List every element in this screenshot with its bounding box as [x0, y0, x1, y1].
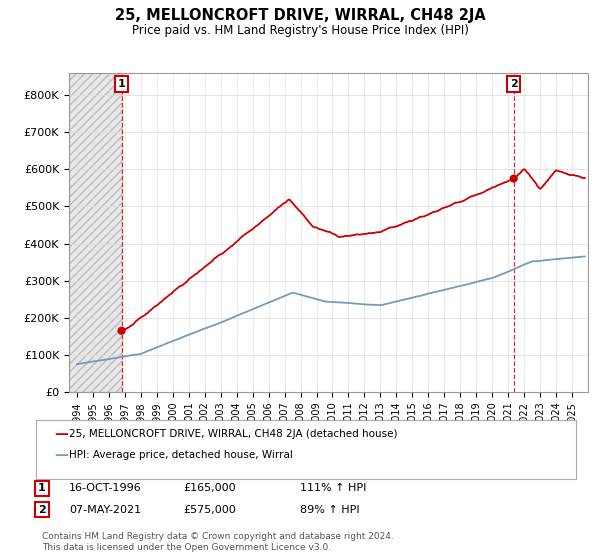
Text: 111% ↑ HPI: 111% ↑ HPI — [300, 483, 367, 493]
Text: £165,000: £165,000 — [183, 483, 236, 493]
Point — [509, 174, 518, 183]
Text: 07-MAY-2021: 07-MAY-2021 — [69, 505, 141, 515]
Text: 89% ↑ HPI: 89% ↑ HPI — [300, 505, 359, 515]
Text: 25, MELLONCROFT DRIVE, WIRRAL, CH48 2JA: 25, MELLONCROFT DRIVE, WIRRAL, CH48 2JA — [115, 8, 485, 24]
Text: £575,000: £575,000 — [183, 505, 236, 515]
Text: Contains HM Land Registry data © Crown copyright and database right 2024.
This d: Contains HM Land Registry data © Crown c… — [42, 532, 394, 552]
Bar — [69, 73, 122, 392]
Text: 2: 2 — [510, 79, 518, 89]
Text: —: — — [54, 427, 68, 441]
Bar — [69, 73, 122, 392]
Text: Price paid vs. HM Land Registry's House Price Index (HPI): Price paid vs. HM Land Registry's House … — [131, 24, 469, 36]
Text: 2: 2 — [38, 505, 46, 515]
Point — [117, 326, 127, 335]
Text: 16-OCT-1996: 16-OCT-1996 — [69, 483, 142, 493]
Text: 25, MELLONCROFT DRIVE, WIRRAL, CH48 2JA (detached house): 25, MELLONCROFT DRIVE, WIRRAL, CH48 2JA … — [69, 429, 398, 439]
Text: 1: 1 — [118, 79, 125, 89]
Text: HPI: Average price, detached house, Wirral: HPI: Average price, detached house, Wirr… — [69, 450, 293, 460]
Text: —: — — [54, 448, 68, 461]
Text: 1: 1 — [38, 483, 46, 493]
